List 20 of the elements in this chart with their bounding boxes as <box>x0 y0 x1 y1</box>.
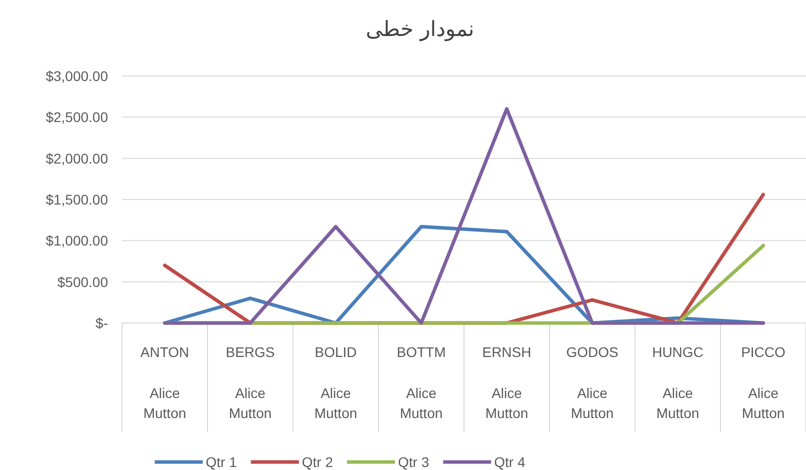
legend-label: Qtr 4 <box>494 454 526 470</box>
legend-label: Qtr 3 <box>398 454 430 470</box>
category-label: ANTON Alice Mutton <box>140 344 190 421</box>
category-label: BOTTM Alice Mutton <box>396 344 446 421</box>
y-tick-label: $500.00 <box>57 274 108 290</box>
category-label: PICCO Alice Mutton <box>741 344 786 421</box>
y-tick-label: $- <box>96 315 108 331</box>
category-label: BERGS Alice Mutton <box>226 344 275 421</box>
category-label: ERNSH Alice Mutton <box>482 344 532 421</box>
legend-label: Qtr 2 <box>302 454 334 470</box>
chart-title: نمودار خطی <box>366 17 474 42</box>
category-label: BOLID Alice Mutton <box>314 344 358 421</box>
category-label: GODOS Alice Mutton <box>566 344 618 421</box>
legend-label: Qtr 1 <box>206 454 238 470</box>
y-tick-label: $2,000.00 <box>46 150 108 166</box>
category-label: HUNGC Alice Mutton <box>652 344 704 421</box>
y-tick-label: $1,000.00 <box>46 232 108 249</box>
y-tick-label: $2,500.00 <box>46 109 108 126</box>
y-tick-label: $1,500.00 <box>46 192 108 208</box>
y-tick-label: $3,000.00 <box>46 68 108 84</box>
